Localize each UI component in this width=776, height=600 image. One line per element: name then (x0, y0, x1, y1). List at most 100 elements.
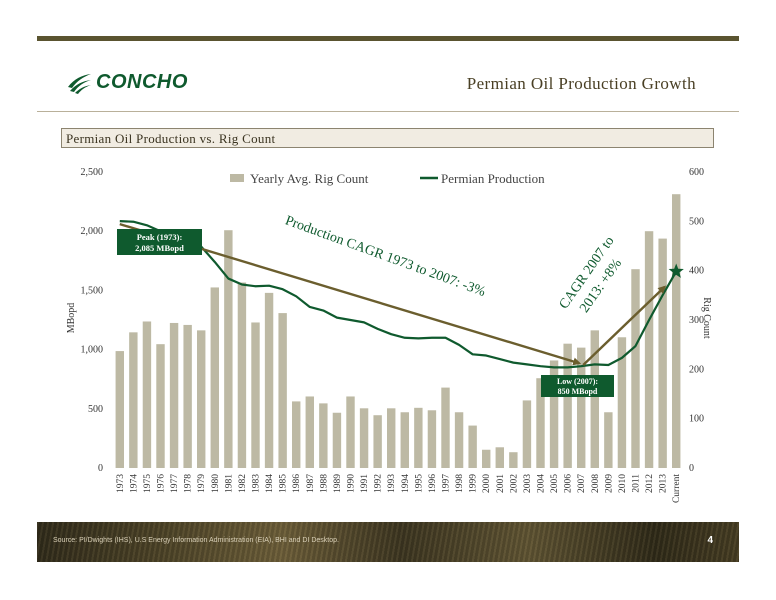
x-tick-label: 1995 (414, 474, 424, 493)
x-tick-label: 1975 (143, 474, 153, 493)
rig-count-bar (387, 408, 396, 468)
x-tick-label: 2011 (632, 474, 642, 493)
top-rule (37, 36, 739, 41)
source-note: Source: PI/Dwights (IHS), U.S Energy Inf… (53, 537, 339, 544)
decline-cagr-label: Production CAGR 1973 to 2007: -3% (283, 213, 488, 300)
x-tick-label: 2003 (523, 474, 533, 493)
x-tick-label: 1993 (387, 474, 397, 493)
rig-count-bar (400, 412, 409, 468)
x-tick-label: 1999 (469, 474, 479, 493)
rig-count-bar (590, 330, 599, 468)
rig-count-bar (142, 321, 152, 468)
rig-count-bar (617, 337, 627, 468)
legend-swatch-rig-count (230, 174, 244, 182)
x-tick-label: 2010 (618, 474, 628, 493)
rig-count-bar (644, 231, 654, 468)
current-production-star-icon (668, 263, 684, 278)
rig-count-bar (346, 396, 355, 468)
rig-count-bar (373, 415, 382, 468)
left-tick-label: 2,500 (81, 167, 104, 178)
x-tick-label: 1985 (279, 474, 289, 493)
x-tick-label: 1978 (184, 474, 194, 493)
x-tick-label: 1987 (306, 474, 316, 493)
x-tick-label: 1983 (252, 474, 262, 493)
rig-count-bar (495, 447, 504, 468)
company-logo: CONCHO (66, 68, 188, 96)
rig-count-bar (604, 412, 613, 468)
x-tick-label: 1989 (333, 474, 343, 493)
rig-count-bar (264, 292, 274, 468)
right-tick-label: 0 (689, 463, 694, 474)
page-number: 4 (707, 535, 713, 546)
panel-title: Permian Oil Production vs. Rig Count (61, 128, 714, 148)
rig-count-bar (536, 378, 545, 468)
slide-title: Permian Oil Production Growth (466, 74, 696, 93)
left-tick-label: 1,500 (81, 285, 104, 296)
peak-callout-box (117, 229, 202, 255)
production-line (119, 220, 678, 369)
x-tick-label: 1973 (116, 474, 126, 493)
peak-callout-line1: Peak (1973): (137, 232, 183, 242)
low-callout-line1: Low (2007): (557, 377, 598, 386)
right-tick-label: 200 (689, 364, 704, 375)
rig-count-bar (305, 396, 314, 468)
rig-count-bar (658, 238, 667, 468)
x-tick-label: 2012 (645, 474, 655, 493)
concho-logo-icon (68, 74, 91, 94)
right-tick-label: 100 (689, 414, 704, 425)
x-tick-label: 1974 (129, 474, 139, 493)
x-tick-label: 1996 (428, 474, 438, 493)
left-axis-label: MBopd (66, 303, 77, 334)
x-tick-label: 2004 (537, 474, 547, 493)
right-tick-label: 300 (689, 315, 704, 326)
rig-count-bar (251, 322, 260, 468)
x-tick-label: Current (672, 474, 682, 503)
x-tick-label: 1979 (197, 474, 207, 493)
rig-count-bar (359, 408, 369, 468)
right-tick-label: 400 (689, 266, 704, 277)
rig-count-bar (224, 230, 233, 468)
right-tick-label: 600 (689, 167, 704, 178)
x-tick-label: 2000 (482, 474, 492, 493)
rig-count-bar (210, 287, 219, 468)
rig-count-bar (156, 344, 165, 468)
rig-count-bar (292, 401, 301, 468)
rig-count-bar (672, 194, 681, 468)
left-tick-label: 1,000 (81, 345, 104, 356)
right-tick-label: 500 (689, 216, 704, 227)
rig-count-bar (197, 330, 206, 468)
low-callout-line2: 850 MBopd (558, 387, 598, 396)
x-tick-label: 1992 (374, 474, 384, 493)
low-callout-box (541, 375, 614, 397)
footer-texture (37, 522, 739, 562)
x-tick-label: 2002 (509, 474, 519, 493)
rig-count-bar (129, 332, 138, 468)
rig-count-bar (319, 403, 328, 468)
x-tick-label: 1998 (455, 474, 465, 493)
x-tick-label: 2008 (591, 474, 601, 493)
x-tick-label: 2005 (550, 474, 560, 493)
rig-count-bar (454, 412, 464, 468)
legend-label-production: Permian Production (441, 171, 545, 186)
x-tick-label: 1977 (170, 474, 180, 493)
x-tick-label: 1988 (319, 474, 329, 493)
rig-count-bar (549, 360, 559, 468)
x-tick-label: 2006 (564, 474, 574, 493)
x-tick-label: 1984 (265, 474, 275, 493)
rig-count-bar (577, 347, 586, 468)
x-tick-label: 1981 (224, 474, 234, 493)
rig-count-bar (427, 410, 437, 468)
rig-count-bar (414, 407, 423, 468)
x-tick-label: 1990 (347, 474, 357, 493)
x-tick-label: 1986 (292, 474, 302, 493)
legend-label-rig-count: Yearly Avg. Rig Count (250, 171, 369, 186)
x-tick-label: 2009 (604, 474, 614, 493)
rig-count-bar (115, 351, 124, 468)
x-tick-label: 1994 (401, 474, 411, 493)
rig-count-bar (522, 400, 532, 468)
rig-count-bar (563, 343, 572, 468)
x-tick-label: 1980 (211, 474, 221, 493)
rig-count-bar (169, 322, 179, 468)
rig-count-bar (482, 449, 491, 468)
footer-band: Source: PI/Dwights (IHS), U.S Energy Inf… (37, 522, 739, 562)
